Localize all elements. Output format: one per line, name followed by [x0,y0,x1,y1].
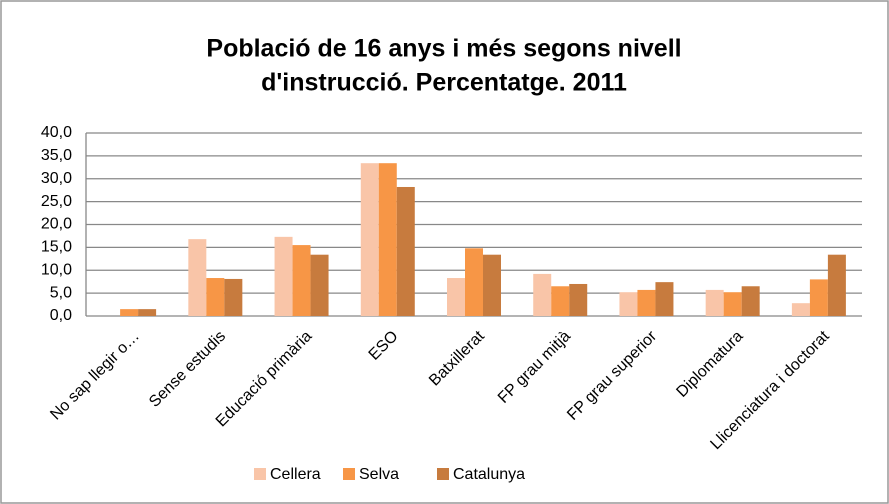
bar [619,292,638,316]
legend-label: Catalunya [453,466,525,483]
bar [465,248,483,316]
chart-title: d'instrucció. Percentatge. 2011 [261,69,627,97]
legend-swatch [254,468,266,480]
y-tick-label: 0,0 [50,307,72,324]
bar [569,283,588,316]
bar [791,303,810,316]
bar [741,286,760,316]
legend-swatch [437,468,449,480]
chart-title: Població de 16 anys i més segons nivell [206,35,681,63]
y-tick-label: 35,0 [41,147,72,164]
legend-label: Selva [359,466,399,483]
bar [655,282,674,316]
bar [360,163,379,316]
y-tick-label: 10,0 [41,261,72,278]
legend-swatch [343,468,355,480]
y-tick-label: 5,0 [50,284,72,301]
bar [274,236,293,316]
bar [396,186,415,316]
bar [310,254,329,316]
bar [378,163,397,316]
y-tick-label: 30,0 [41,170,72,187]
bar [809,279,828,316]
bar [224,278,243,316]
bar [138,309,157,316]
bar [120,309,139,316]
y-tick-label: 40,0 [41,124,72,141]
bar [447,278,465,316]
bar [723,292,742,316]
bar [551,286,570,316]
y-tick-label: 20,0 [41,216,72,233]
bar [206,278,225,316]
legend-label: Cellera [270,466,321,483]
y-tick-label: 25,0 [41,193,72,210]
bar [705,289,724,316]
bar [637,289,656,316]
bar [827,254,846,316]
bar [292,245,311,316]
bar [483,254,501,316]
bar [188,239,207,316]
y-tick-label: 15,0 [41,239,72,256]
bar [533,273,552,316]
